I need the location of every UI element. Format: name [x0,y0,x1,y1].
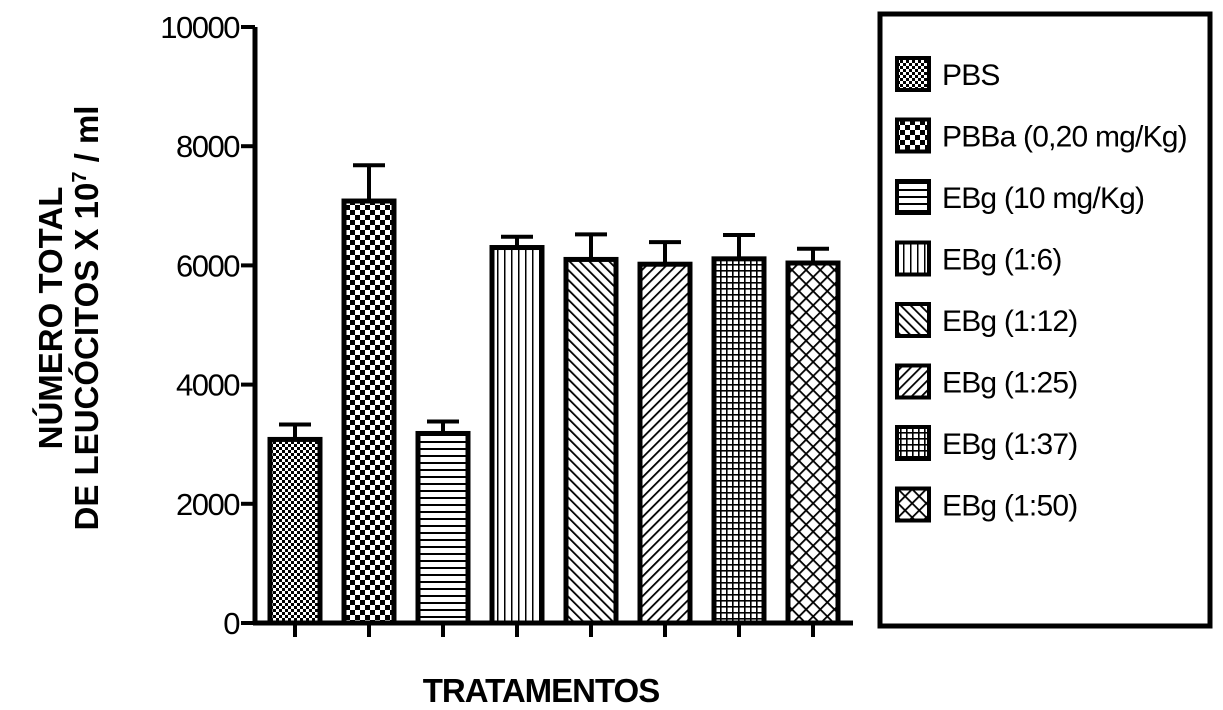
bar [563,256,619,626]
y-tick-label: 10000 [160,10,240,45]
y-tick-label: 0 [223,606,240,641]
legend: PBS PBBa (0,20 mg/Kg) EBg (10 mg/Kg) EBg (1… [895,56,1188,523]
legend-label: EBg (1:37) [942,428,1077,461]
legend-label: EBg (1:25) [942,367,1077,400]
y-axis-title-exponent: 7 [69,172,91,183]
legend-swatch [895,425,931,461]
bar [711,256,767,626]
bar [415,430,471,626]
legend-swatch [895,302,931,338]
legend-label: EBg (10 mg/Kg) [942,182,1144,215]
bar [489,245,545,626]
legend-label: PBBa (0,20 mg/Kg) [942,121,1187,154]
bars-group [267,198,841,626]
y-tick-label: 2000 [176,487,240,522]
bar [341,198,397,626]
y-tick-label: 8000 [176,129,240,164]
bar [637,261,693,626]
y-axis-title-main: DE LEUCÓCITOS X 10 [68,183,105,531]
legend-swatch [895,56,931,92]
x-axis-title: TRATAMENTOS [423,672,659,709]
y-axis-title-line2: DE LEUCÓCITOS X 107 / ml [68,106,105,531]
legend-swatch [895,240,931,277]
error-bars-group [279,163,829,440]
y-axis-title-line1: NÚMERO TOTAL [32,187,69,450]
legend-label: EBg (1:12) [942,305,1077,338]
legend-swatch [895,486,931,523]
legend-swatch [895,363,931,400]
legend-swatch [895,117,931,154]
y-axis-title-unit: / ml [68,106,105,172]
y-axis-ticks: 0 2000 4000 6000 8000 10000 [160,10,255,641]
legend-label: EBg (1:6) [942,244,1062,277]
bar [267,436,323,626]
bar [785,260,841,626]
y-tick-label: 4000 [176,368,240,403]
legend-box [877,11,1213,629]
legend-label: EBg (1:50) [942,490,1077,523]
legend-label: PBS [942,59,1000,92]
legend-swatch [895,179,931,215]
y-tick-label: 6000 [176,248,240,283]
